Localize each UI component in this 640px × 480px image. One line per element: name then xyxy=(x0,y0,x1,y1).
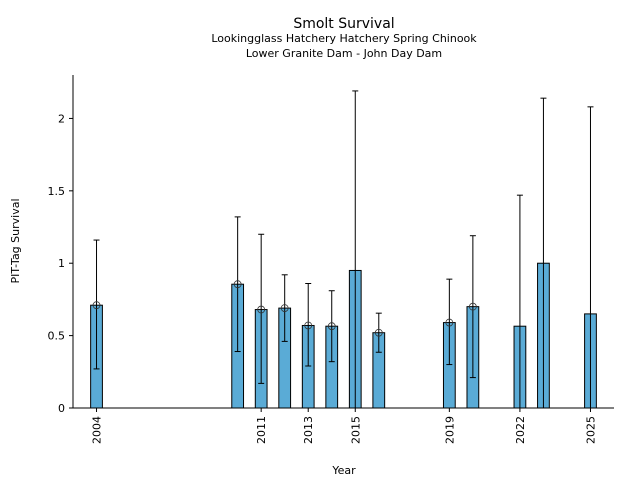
y-tick-label: 2 xyxy=(58,112,65,125)
point-marker-2011 xyxy=(257,305,266,314)
point-marker-2012 xyxy=(280,304,289,313)
x-axis-label: Year xyxy=(331,464,356,477)
chart-subtitle-line-2: Lower Granite Dam - John Day Dam xyxy=(246,47,442,60)
point-marker-2020 xyxy=(468,302,477,311)
chart-title: Smolt Survival xyxy=(293,16,394,32)
point-marker-2014 xyxy=(327,322,336,331)
plot-area: 0 0.5 1 1.5 2 2004 2011 2013 2015 2019 2022 2025 xyxy=(48,75,614,444)
point-marker-2013 xyxy=(304,321,313,330)
x-tick-label: 2013 xyxy=(302,416,315,444)
y-tick-label: 0 xyxy=(58,402,65,415)
point-marker-2016 xyxy=(374,328,383,337)
y-axis-label: PIT-Tag Survival xyxy=(9,198,22,283)
point-marker-2004 xyxy=(92,301,101,310)
y-tick-label: 0.5 xyxy=(48,330,66,343)
y-tick-label: 1 xyxy=(58,257,65,270)
chart-subtitle-line-1: Lookingglass Hatchery Hatchery Spring Ch… xyxy=(211,32,477,45)
x-tick-label: 2019 xyxy=(443,416,456,444)
x-tick-label: 2004 xyxy=(91,416,104,444)
point-marker-2019 xyxy=(445,318,454,327)
x-tick-label: 2011 xyxy=(255,416,268,444)
x-tick-label: 2025 xyxy=(584,416,597,444)
x-tick-label: 2015 xyxy=(349,416,362,444)
point-marker-2010 xyxy=(233,280,242,289)
x-tick-label: 2022 xyxy=(514,416,527,444)
y-tick-label: 1.5 xyxy=(48,185,66,198)
